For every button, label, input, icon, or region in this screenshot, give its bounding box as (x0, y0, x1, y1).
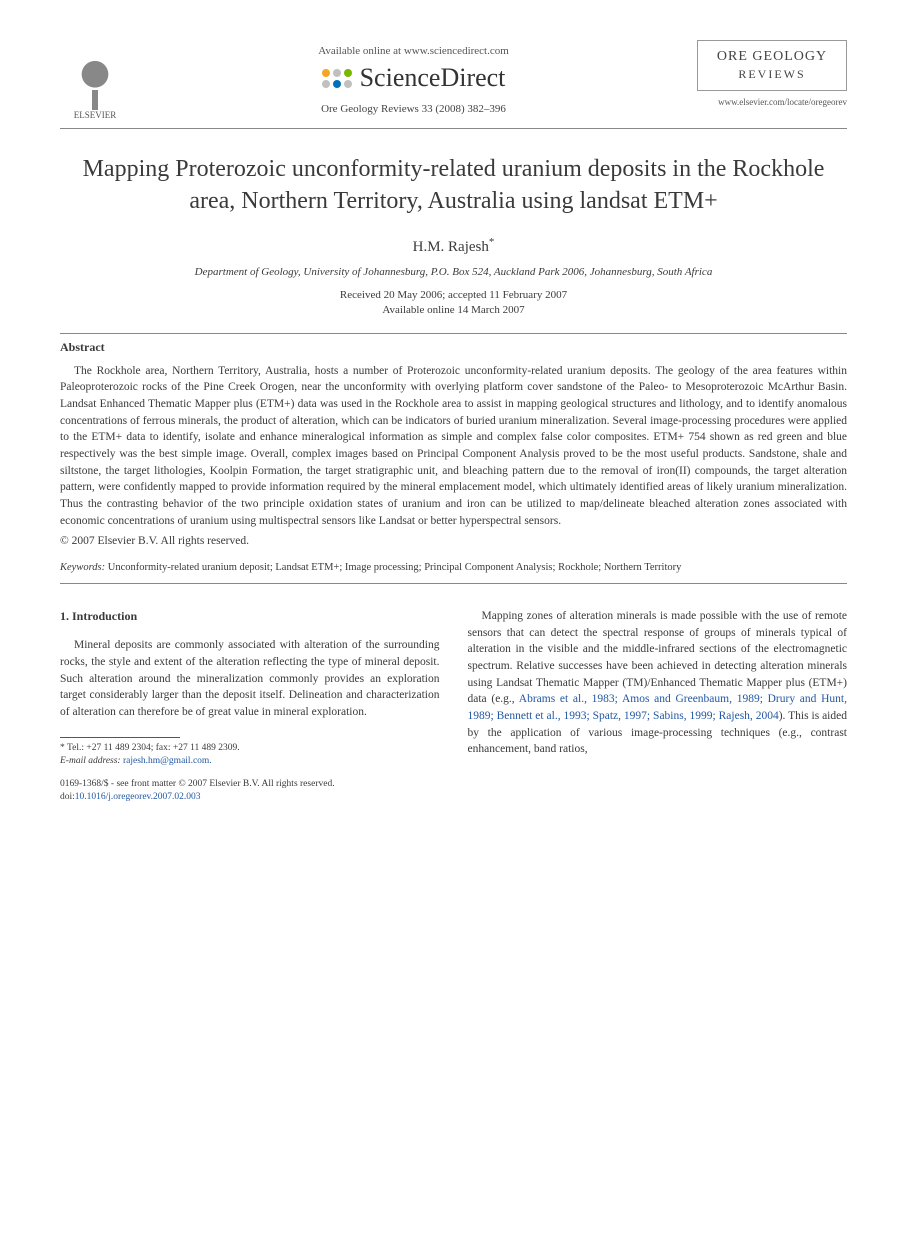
abstract-body: The Rockhole area, Northern Territory, A… (60, 363, 847, 530)
center-header: Available online at www.sciencedirect.co… (130, 40, 697, 115)
author-marker: * (489, 236, 495, 248)
sciencedirect-dots-icon (322, 69, 352, 88)
journal-box-wrapper: ORE GEOLOGY REVIEWS www.elsevier.com/loc… (697, 40, 847, 107)
sd-dot (333, 80, 341, 88)
intro-paragraph-2: Mapping zones of alteration minerals is … (468, 608, 848, 758)
dates-online: Available online 14 March 2007 (60, 303, 847, 318)
bottom-metadata: 0169-1368/$ - see front matter © 2007 El… (60, 778, 440, 804)
journal-reference: Ore Geology Reviews 33 (2008) 382–396 (130, 103, 697, 115)
journal-box-line1: ORE GEOLOGY (702, 49, 842, 65)
body-columns: 1. Introduction Mineral deposits are com… (60, 608, 847, 804)
footnote-marker: * (60, 743, 65, 753)
divider (60, 333, 847, 334)
corresponding-author-footnote: * Tel.: +27 11 489 2304; fax: +27 11 489… (60, 742, 440, 769)
journal-url: www.elsevier.com/locate/oregeorev (697, 97, 847, 107)
sciencedirect-wordmark: ScienceDirect (360, 63, 506, 93)
doi-label: doi: (60, 792, 75, 802)
doi-line: doi:10.1016/j.oregeorev.2007.02.003 (60, 791, 440, 804)
doi-link[interactable]: 10.1016/j.oregeorev.2007.02.003 (75, 792, 201, 802)
article-title: Mapping Proterozoic unconformity-related… (80, 153, 827, 218)
available-online-text: Available online at www.sciencedirect.co… (130, 45, 697, 57)
footnote-email-label: E-mail address: (60, 756, 121, 766)
keywords-line: Keywords: Unconformity-related uranium d… (60, 561, 847, 575)
sciencedirect-logo: ScienceDirect (130, 63, 697, 93)
article-dates: Received 20 May 2006; accepted 11 Februa… (60, 288, 847, 319)
publisher-name: ELSEVIER (74, 110, 117, 120)
abstract-copyright: © 2007 Elsevier B.V. All rights reserved… (60, 535, 847, 547)
footnote-tel-label: Tel.: (67, 743, 84, 753)
sd-dot (322, 80, 330, 88)
divider (60, 583, 847, 584)
footnote-fax: +27 11 489 2309. (173, 743, 240, 753)
abstract-heading: Abstract (60, 340, 847, 355)
sd-dot (344, 69, 352, 77)
journal-box-line2: REVIEWS (702, 67, 842, 82)
intro-col2-pre: Mapping zones of alteration minerals is … (468, 610, 848, 705)
footnote-email[interactable]: rajesh.hm@gmail.com. (123, 756, 212, 766)
footnote-tel: +27 11 489 2304; (86, 743, 153, 753)
elsevier-logo: ELSEVIER (60, 40, 130, 120)
intro-paragraph-1: Mineral deposits are commonly associated… (60, 637, 440, 720)
author-line: H.M. Rajesh* (60, 236, 847, 256)
column-left: 1. Introduction Mineral deposits are com… (60, 608, 440, 804)
sd-dot (322, 69, 330, 77)
affiliation: Department of Geology, University of Joh… (60, 266, 847, 278)
issn-line: 0169-1368/$ - see front matter © 2007 El… (60, 778, 440, 791)
sd-dot (344, 80, 352, 88)
elsevier-tree-icon (70, 55, 120, 110)
footnote-fax-label: fax: (156, 743, 171, 753)
keywords-label: Keywords: (60, 562, 105, 573)
keywords-list: Unconformity-related uranium deposit; La… (108, 562, 682, 573)
journal-title-box: ORE GEOLOGY REVIEWS (697, 40, 847, 91)
dates-received: Received 20 May 2006; accepted 11 Februa… (60, 288, 847, 303)
divider (60, 128, 847, 129)
footnote-separator (60, 737, 180, 738)
column-right: Mapping zones of alteration minerals is … (468, 608, 848, 804)
page-header: ELSEVIER Available online at www.science… (60, 40, 847, 120)
section-heading-intro: 1. Introduction (60, 608, 440, 625)
author-name: H.M. Rajesh (413, 239, 489, 255)
sd-dot (333, 69, 341, 77)
